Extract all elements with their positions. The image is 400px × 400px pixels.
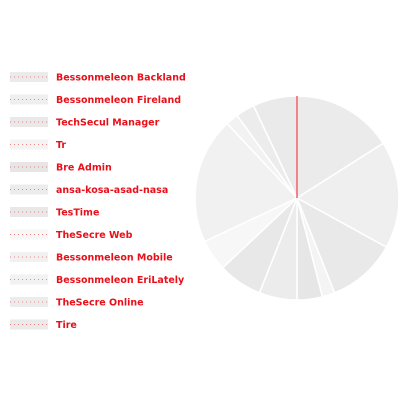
legend-item: Tire <box>10 319 77 331</box>
legend-item: TesTime <box>10 207 99 219</box>
legend-label: Tr <box>56 140 66 151</box>
legend-item: Bessonmeleon EriLately <box>10 274 185 286</box>
legend-swatch <box>10 274 48 285</box>
legend-item: Bessonmeleon Fireland <box>10 94 181 106</box>
legend-swatch <box>10 229 48 240</box>
pie-slice <box>295 142 400 249</box>
legend-label: TesTime <box>56 208 99 219</box>
legend-item: Bre Admin <box>10 162 112 174</box>
legend-swatch <box>10 184 48 195</box>
pie-slice <box>194 122 299 243</box>
legend-swatch <box>10 94 48 105</box>
chart-legend: Bessonmeleon Backland Bessonmeleon Firela… <box>10 72 186 331</box>
pie-slices <box>194 95 400 301</box>
legend-item: TheSecre Web <box>10 229 133 241</box>
legend-swatch <box>10 297 48 307</box>
legend-item: TheSecre Online <box>10 297 144 309</box>
legend-label: TechSecul Manager <box>56 118 160 129</box>
legend-item: Tr <box>10 139 66 151</box>
legend-swatch <box>10 319 48 330</box>
legend-label: Bessonmeleon Backland <box>56 73 186 84</box>
legend-swatch <box>10 72 48 82</box>
legend-item: ansa-kosa-asad-nasa <box>10 184 168 196</box>
legend-swatch <box>10 252 48 262</box>
pie-slice <box>296 95 385 200</box>
legend-item: Bessonmeleon Mobile <box>10 252 173 264</box>
legend-label: Bre Admin <box>56 163 112 174</box>
legend-item: TechSecul Manager <box>10 117 160 129</box>
legend-label: TheSecre Web <box>56 230 133 241</box>
legend-swatch <box>10 162 48 172</box>
legend-label: ansa-kosa-asad-nasa <box>56 185 168 196</box>
pie-slice <box>295 196 388 294</box>
legend-swatch <box>10 139 48 150</box>
legend-swatch <box>10 117 48 127</box>
legend-label: Bessonmeleon Fireland <box>56 95 181 106</box>
legend-label: Bessonmeleon Mobile <box>56 253 173 264</box>
legend-label: TheSecre Online <box>56 298 144 309</box>
legend-label: Bessonmeleon EriLately <box>56 275 185 286</box>
legend-label: Tire <box>56 320 77 331</box>
legend-swatch <box>10 207 48 217</box>
legend-item: Bessonmeleon Backland <box>10 72 186 84</box>
